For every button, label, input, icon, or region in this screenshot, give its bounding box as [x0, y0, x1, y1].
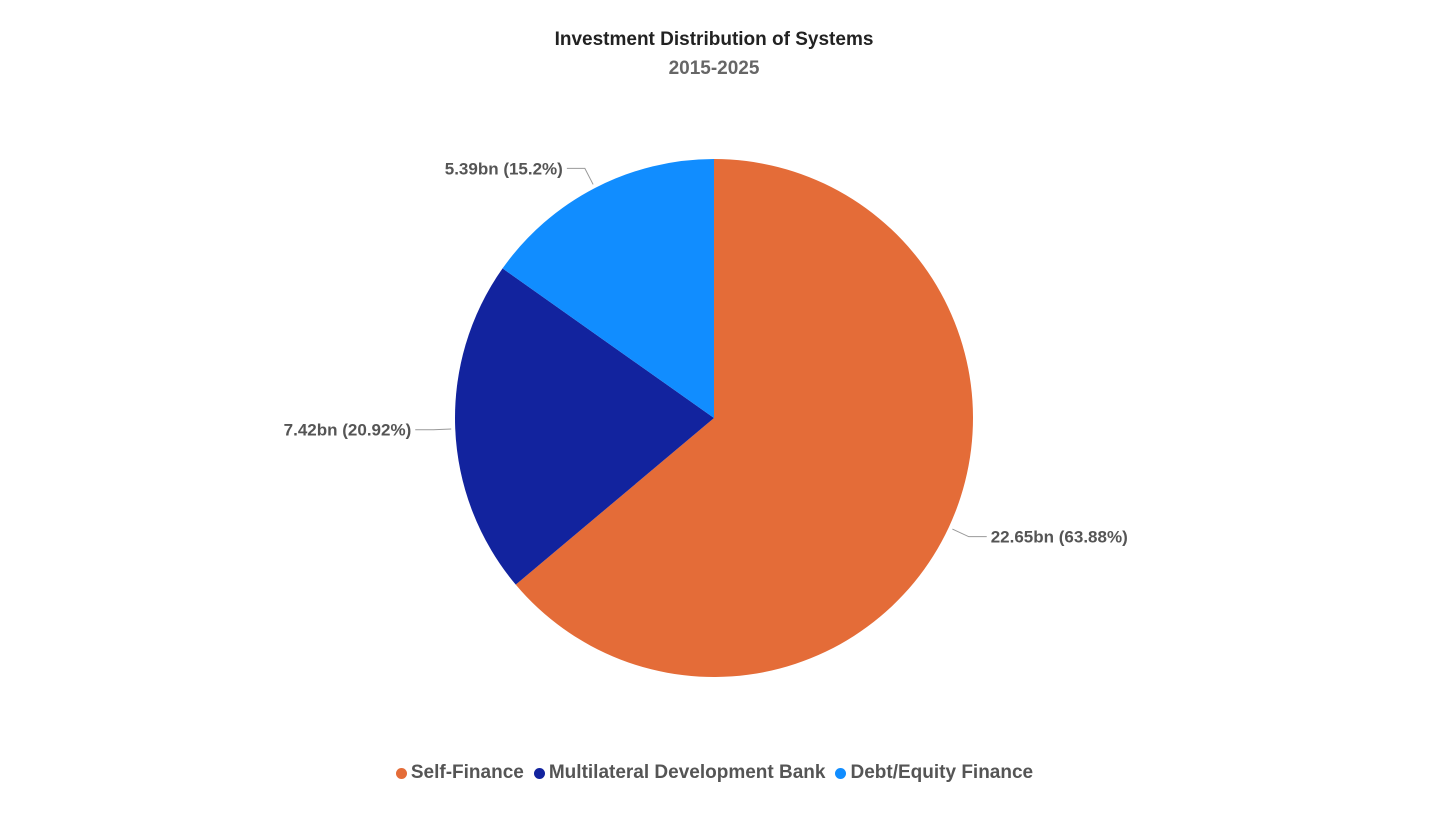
- leader-line-self-finance: [952, 528, 987, 538]
- legend-dot-self-finance-icon: [395, 767, 407, 779]
- legend-item-self-finance[interactable]: Self-Finance: [395, 762, 524, 784]
- pie-data-labels: 22.65bn (63.88%) 7.42bn (20.92%) 5.39bn (1…: [284, 159, 1128, 546]
- chart-subtitle: 2015-2025: [669, 58, 760, 79]
- data-label-debt-equity-finance: 5.39bn (15.2%): [445, 159, 563, 178]
- pie-slices: [454, 159, 973, 678]
- data-label-self-finance: 22.65bn (63.88%): [991, 528, 1128, 547]
- legend-item-debt-equity-finance[interactable]: Debt/Equity Finance: [835, 762, 1033, 784]
- leader-line-debt-equity-finance: [566, 167, 594, 185]
- pie-slice-multilateral-development-bank[interactable]: [454, 268, 714, 585]
- chart-title: Investment Distribution of Systems: [555, 29, 874, 50]
- leader-line-multilateral-development-bank: [415, 428, 452, 431]
- legend-label-debt-equity-finance: Debt/Equity Finance: [850, 762, 1034, 783]
- pie-slice-debt-equity-finance[interactable]: [502, 159, 714, 418]
- legend-label-self-finance: Self-Finance: [410, 762, 524, 783]
- legend-item-multilateral-development-bank[interactable]: Multilateral Development Bank: [533, 762, 826, 784]
- legend-label-multilateral-development-bank: Multilateral Development Bank: [548, 762, 826, 783]
- legend: Self-Finance Multilateral Development Ba…: [0, 762, 1429, 784]
- legend-dot-multilateral-development-bank-icon: [533, 767, 545, 779]
- legend-dot-debt-equity-finance-icon: [835, 767, 847, 779]
- data-label-multilateral-development-bank: 7.42bn (20.92%): [284, 421, 412, 440]
- pie-slice-self-finance[interactable]: [515, 159, 973, 678]
